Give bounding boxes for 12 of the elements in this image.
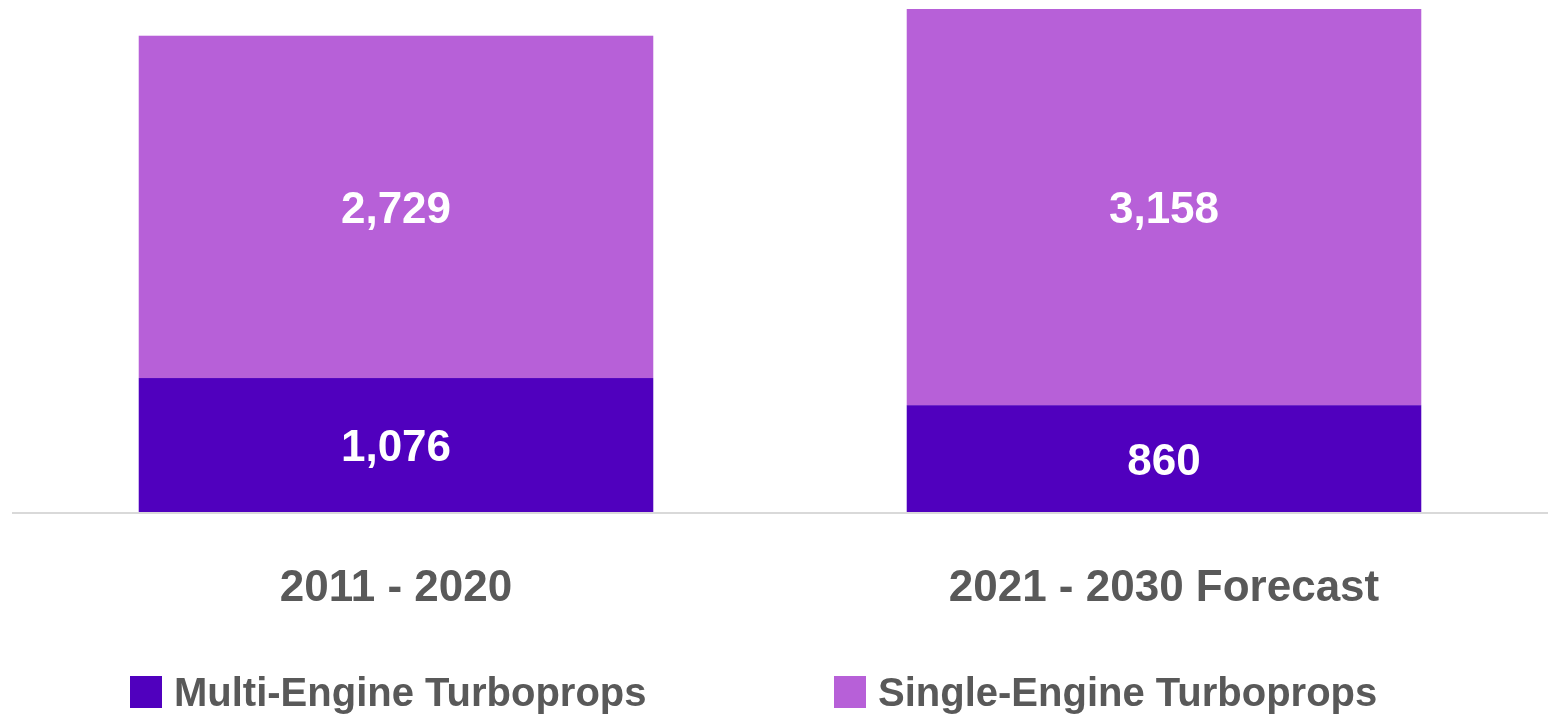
- data-label: 860: [1127, 434, 1201, 484]
- bar: [906, 405, 1422, 513]
- bar: [138, 35, 654, 379]
- x-tick-label: 2021 - 2030 Forecast: [948, 560, 1380, 610]
- bar: [138, 378, 654, 513]
- legend-label: Multi-Engine Turboprops: [174, 670, 647, 715]
- data-label: 3,158: [1108, 182, 1220, 232]
- data-label: 2,729: [340, 182, 452, 232]
- x-tick-label: 2011 - 2020: [279, 560, 513, 610]
- bar: [906, 9, 1422, 406]
- data-label: 1,076: [340, 421, 452, 471]
- legend-label: Single-Engine Turboprops: [878, 670, 1378, 715]
